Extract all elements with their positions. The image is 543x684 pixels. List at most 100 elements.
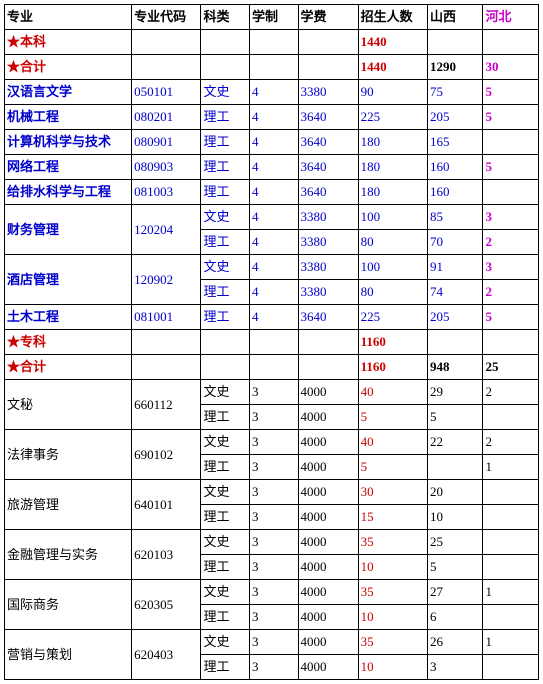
table-cell xyxy=(132,30,201,55)
table-cell xyxy=(250,55,299,80)
table-cell xyxy=(483,605,539,630)
table-cell: 理工 xyxy=(201,305,250,330)
table-cell: 948 xyxy=(427,355,482,380)
table-row: 机械工程080201理工436402252055 xyxy=(5,105,539,130)
table-cell: 4000 xyxy=(298,455,358,480)
table-cell: 690102 xyxy=(132,430,201,480)
table-cell: 27 xyxy=(427,580,482,605)
table-cell xyxy=(483,505,539,530)
table-cell xyxy=(201,30,250,55)
table-cell: 620103 xyxy=(132,530,201,580)
table-cell: 法律事务 xyxy=(5,430,132,480)
table-cell: 10 xyxy=(358,555,427,580)
table-cell: 80 xyxy=(358,230,427,255)
table-cell: 80 xyxy=(358,280,427,305)
table-cell xyxy=(483,555,539,580)
table-cell: 75 xyxy=(427,80,482,105)
table-cell: 26 xyxy=(427,630,482,655)
table-cell: 90 xyxy=(358,80,427,105)
table-cell: 机械工程 xyxy=(5,105,132,130)
table-cell: 3 xyxy=(250,430,299,455)
table-row: 旅游管理640101文史340003020 xyxy=(5,480,539,505)
table-cell: 080901 xyxy=(132,130,201,155)
table-cell xyxy=(250,355,299,380)
table-cell: 4000 xyxy=(298,630,358,655)
table-cell: 3 xyxy=(250,630,299,655)
table-cell: ★合计 xyxy=(5,355,132,380)
col-header-code: 专业代码 xyxy=(132,5,201,30)
col-header-major: 专业 xyxy=(5,5,132,30)
table-cell: 4000 xyxy=(298,430,358,455)
table-row: 国际商务620305文史3400035271 xyxy=(5,580,539,605)
table-cell: 4000 xyxy=(298,380,358,405)
table-cell: 6 xyxy=(427,605,482,630)
table-cell: ★本科 xyxy=(5,30,132,55)
table-cell xyxy=(427,455,482,480)
table-cell: 2 xyxy=(483,280,539,305)
table-cell: 5 xyxy=(483,155,539,180)
table-cell: 120204 xyxy=(132,205,201,255)
table-cell: 4000 xyxy=(298,505,358,530)
table-cell xyxy=(201,330,250,355)
table-cell xyxy=(250,330,299,355)
table-cell: 理工 xyxy=(201,455,250,480)
table-cell: 4 xyxy=(250,280,299,305)
col-header-hebei: 河北 xyxy=(483,5,539,30)
table-cell: 30 xyxy=(358,480,427,505)
table-cell: 10 xyxy=(427,505,482,530)
table-cell: 205 xyxy=(427,305,482,330)
table-cell: 3 xyxy=(250,480,299,505)
table-cell: 给排水科学与工程 xyxy=(5,180,132,205)
table-cell: 35 xyxy=(358,630,427,655)
table-cell: 3 xyxy=(250,455,299,480)
table-cell: 营销与策划 xyxy=(5,630,132,680)
table-cell: 080903 xyxy=(132,155,201,180)
table-cell: 3 xyxy=(250,580,299,605)
table-cell: 酒店管理 xyxy=(5,255,132,305)
table-cell: 3 xyxy=(483,205,539,230)
table-cell: 土木工程 xyxy=(5,305,132,330)
table-cell: 金融管理与实务 xyxy=(5,530,132,580)
table-cell: 理工 xyxy=(201,105,250,130)
table-cell xyxy=(298,330,358,355)
table-cell xyxy=(132,330,201,355)
col-header-fee: 学费 xyxy=(298,5,358,30)
table-cell: 180 xyxy=(358,155,427,180)
table-cell: 4 xyxy=(250,180,299,205)
table-cell xyxy=(250,30,299,55)
table-cell: 3640 xyxy=(298,155,358,180)
table-cell xyxy=(483,30,539,55)
table-cell: 财务管理 xyxy=(5,205,132,255)
table-cell xyxy=(483,180,539,205)
table-cell: 文史 xyxy=(201,255,250,280)
table-cell: 3 xyxy=(250,405,299,430)
table-cell xyxy=(132,55,201,80)
table-cell: 5 xyxy=(427,405,482,430)
table-cell: 081001 xyxy=(132,305,201,330)
table-cell: 文史 xyxy=(201,205,250,230)
table-cell: 4 xyxy=(250,80,299,105)
table-cell xyxy=(201,55,250,80)
table-cell: 15 xyxy=(358,505,427,530)
table-cell: 理工 xyxy=(201,555,250,580)
table-cell: 25 xyxy=(427,530,482,555)
table-cell: 205 xyxy=(427,105,482,130)
table-cell: 5 xyxy=(358,405,427,430)
table-cell xyxy=(298,30,358,55)
table-cell: 5 xyxy=(427,555,482,580)
table-cell: 理工 xyxy=(201,605,250,630)
table-cell: 3 xyxy=(250,380,299,405)
table-cell: 70 xyxy=(427,230,482,255)
table-cell: ★专科 xyxy=(5,330,132,355)
table-cell: 文秘 xyxy=(5,380,132,430)
table-cell: 2 xyxy=(483,430,539,455)
col-header-enroll: 招生人数 xyxy=(358,5,427,30)
table-cell: 3 xyxy=(250,555,299,580)
table-row: 酒店管理120902文史43380100913 xyxy=(5,255,539,280)
table-cell xyxy=(483,480,539,505)
table-cell: 文史 xyxy=(201,480,250,505)
table-cell: 3640 xyxy=(298,180,358,205)
table-cell: 文史 xyxy=(201,430,250,455)
table-cell: 620305 xyxy=(132,580,201,630)
table-cell: 2 xyxy=(483,230,539,255)
